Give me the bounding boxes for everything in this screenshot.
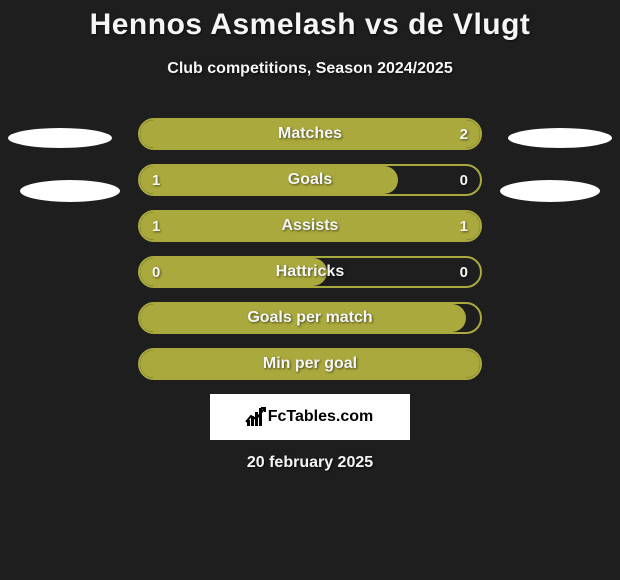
bar-chart-icon [247, 408, 262, 426]
comparison-infographic: Hennos Asmelash vs de Vlugt Club competi… [0, 0, 620, 580]
stat-label: Goals per match [140, 304, 480, 332]
stat-row: Min per goal [138, 348, 482, 380]
stat-value-right: 2 [448, 120, 480, 148]
stat-row: 0Hattricks0 [138, 256, 482, 288]
stat-value-right: 0 [448, 166, 480, 194]
date-text: 20 february 2025 [0, 454, 620, 472]
stat-row: Goals per match [138, 302, 482, 334]
stat-label: Matches [140, 120, 480, 148]
page-title: Hennos Asmelash vs de Vlugt [0, 0, 620, 42]
stat-label: Goals [140, 166, 480, 194]
stat-label: Assists [140, 212, 480, 240]
stat-label: Hattricks [140, 258, 480, 286]
stat-value-right: 1 [448, 212, 480, 240]
stat-row: Matches2 [138, 118, 482, 150]
stat-row: 1Goals0 [138, 164, 482, 196]
stat-row: 1Assists1 [138, 210, 482, 242]
stats-chart: Matches21Goals01Assists10Hattricks0Goals… [0, 118, 620, 472]
stat-label: Min per goal [140, 350, 480, 378]
page-subtitle: Club competitions, Season 2024/2025 [0, 60, 620, 78]
branding-badge: FcTables.com [210, 394, 410, 440]
branding-text: FcTables.com [268, 408, 374, 426]
stat-value-right: 0 [448, 258, 480, 286]
